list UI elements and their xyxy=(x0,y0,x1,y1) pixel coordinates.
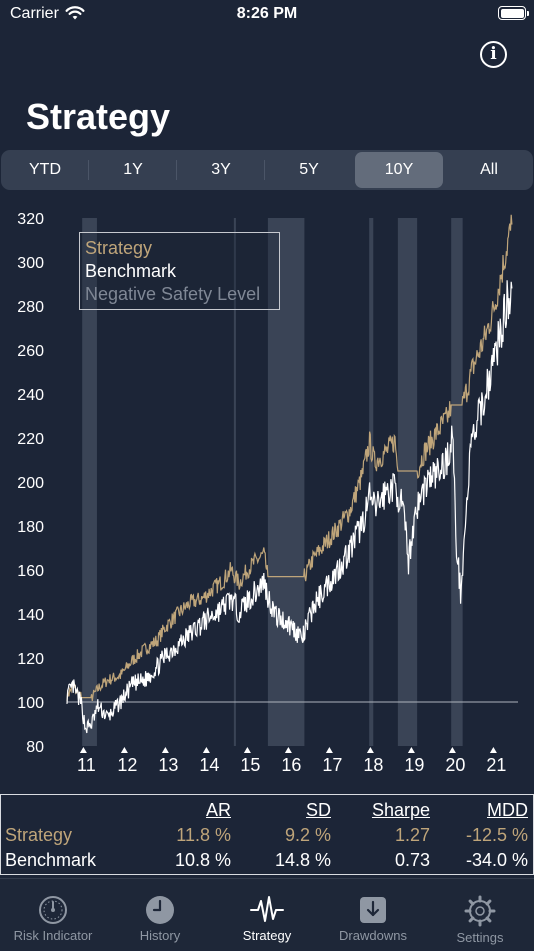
legend-benchmark: Benchmark xyxy=(85,261,177,281)
performance-chart-svg: 80 100 120 140 160 180 200 220 240 260 280 300 320 11… xyxy=(17,211,518,775)
clock-time: 8:26 PM xyxy=(236,5,298,22)
y-tick-label: 80 xyxy=(26,739,44,756)
tab-risk-indicator-label: Risk Indicator xyxy=(13,928,93,943)
tab-history[interactable]: History xyxy=(107,879,213,943)
header-sd: SD xyxy=(305,800,331,820)
x-tick-label: 13 xyxy=(158,755,178,775)
x-tick-marker xyxy=(366,747,374,753)
row-benchmark-name: Benchmark xyxy=(5,850,97,870)
x-tick-label: 12 xyxy=(117,755,137,775)
x-tick-label: 21 xyxy=(486,755,506,775)
period-3y-button[interactable]: 3Y xyxy=(177,150,265,190)
tab-settings-label: Settings xyxy=(456,930,504,945)
strategy-series-line xyxy=(66,214,513,702)
chart-legend: Strategy Benchmark Negative Safety Level xyxy=(79,232,280,310)
risk-off-band xyxy=(233,218,236,746)
row-strategy-sd: 9.2 % xyxy=(284,825,331,845)
tab-drawdowns-label: Drawdowns xyxy=(339,928,407,943)
y-tick-label: 320 xyxy=(17,211,44,228)
y-tick-label: 200 xyxy=(17,475,44,492)
x-tick-marker xyxy=(79,747,87,753)
legend-strategy: Strategy xyxy=(85,238,153,258)
gear-icon xyxy=(464,895,496,927)
x-tick-marker xyxy=(161,747,169,753)
y-tick-label: 160 xyxy=(17,563,44,580)
x-tick-label: 14 xyxy=(199,755,219,775)
y-tick-label: 140 xyxy=(17,607,44,624)
risk-off-band xyxy=(397,218,418,746)
row-benchmark-mdd: -34.0 % xyxy=(465,850,528,870)
header-sharpe: Sharpe xyxy=(371,800,430,820)
y-tick-label: 120 xyxy=(17,651,44,668)
x-tick-marker xyxy=(448,747,456,753)
tab-bar: Risk Indicator History Strategy Drawdown… xyxy=(0,878,534,951)
x-tick-marker xyxy=(120,747,128,753)
y-tick-label: 300 xyxy=(17,255,44,272)
battery-icon xyxy=(498,6,529,20)
tab-strategy[interactable]: Strategy xyxy=(214,879,320,943)
row-benchmark-sharpe: 0.73 xyxy=(394,850,430,870)
risk-off-band xyxy=(369,218,374,746)
carrier-label: Carrier xyxy=(10,5,59,22)
y-tick-label: 100 xyxy=(17,695,44,712)
period-10y-button[interactable]: 10Y xyxy=(355,152,443,188)
x-tick-label: 17 xyxy=(322,755,342,775)
header-mdd: MDD xyxy=(487,800,528,820)
y-tick-label: 220 xyxy=(17,431,44,448)
stats-table: AR SD Sharpe MDD Strategy 11.8 % 9.2 % 1… xyxy=(0,794,534,875)
row-benchmark-sd: 14.8 % xyxy=(274,850,331,870)
header-ar: AR xyxy=(205,800,231,820)
x-tick-label: 18 xyxy=(363,755,383,775)
risk-off-band xyxy=(451,218,463,746)
risk-off-band xyxy=(267,218,305,746)
clock-icon xyxy=(146,896,174,924)
period-5y-button[interactable]: 5Y xyxy=(299,161,319,178)
period-selector: YTD 1Y 3Y 5Y 10Y All xyxy=(1,150,533,190)
tab-history-label: History xyxy=(139,928,181,943)
wifi-icon xyxy=(65,6,85,20)
pulse-icon xyxy=(250,896,284,922)
tab-risk-indicator[interactable]: Risk Indicator xyxy=(0,879,106,943)
tab-strategy-label: Strategy xyxy=(242,928,292,943)
download-box-icon xyxy=(360,897,386,923)
x-tick-label: 20 xyxy=(445,755,465,775)
tab-settings[interactable]: Settings xyxy=(427,879,533,945)
gauge-icon xyxy=(39,896,67,924)
period-ytd-button[interactable]: YTD xyxy=(1,150,89,190)
page-title: Strategy xyxy=(26,96,171,137)
x-tick-marker xyxy=(407,747,415,753)
x-tick-marker xyxy=(284,747,292,753)
performance-chart: 80 100 120 140 160 180 200 220 240 260 280 300 320 11… xyxy=(0,200,534,780)
status-bar: Carrier 8:26 PM xyxy=(0,0,534,30)
x-tick-label: 11 xyxy=(77,755,96,775)
row-strategy-sharpe: 1.27 xyxy=(394,825,430,845)
y-tick-label: 180 xyxy=(17,519,44,536)
x-tick-marker xyxy=(325,747,333,753)
x-tick-marker xyxy=(243,747,251,753)
x-tick-marker xyxy=(489,747,497,753)
y-tick-label: 240 xyxy=(17,387,44,404)
row-benchmark-ar: 10.8 % xyxy=(174,850,231,870)
y-tick-label: 280 xyxy=(17,299,44,316)
risk-off-band xyxy=(82,218,97,746)
info-button[interactable]: i xyxy=(480,41,507,68)
benchmark-series-line xyxy=(66,280,513,734)
tab-drawdowns[interactable]: Drawdowns xyxy=(320,879,426,943)
x-tick-label: 16 xyxy=(281,755,301,775)
x-tick-label: 19 xyxy=(404,755,424,775)
row-strategy-mdd: -12.5 % xyxy=(465,825,528,845)
legend-negative-safety-level: Negative Safety Level xyxy=(85,284,261,304)
period-all-button[interactable]: All xyxy=(480,161,498,178)
x-tick-marker xyxy=(202,747,210,753)
period-1y-button[interactable]: 1Y xyxy=(89,150,177,190)
row-strategy-ar: 11.8 % xyxy=(176,825,231,845)
y-tick-label: 260 xyxy=(17,343,44,360)
x-tick-label: 15 xyxy=(240,755,260,775)
row-strategy-name: Strategy xyxy=(5,825,73,845)
